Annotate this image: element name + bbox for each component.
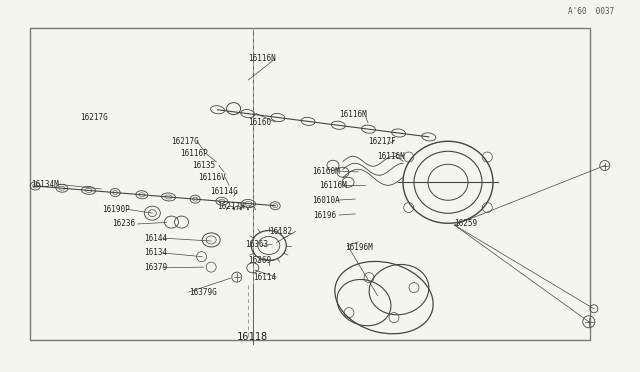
Text: 16114G: 16114G (210, 187, 237, 196)
Text: 16217G: 16217G (172, 137, 199, 146)
Text: 16259: 16259 (454, 219, 477, 228)
Text: 16236: 16236 (112, 219, 135, 228)
Text: 16116V: 16116V (198, 173, 226, 182)
Text: 16116M: 16116M (339, 110, 367, 119)
Text: A'60  0037: A'60 0037 (568, 7, 614, 16)
Text: 16114: 16114 (253, 273, 276, 282)
Text: 16118: 16118 (237, 332, 268, 342)
Text: 16135: 16135 (192, 161, 215, 170)
Text: 16160: 16160 (248, 118, 271, 126)
Text: 16196: 16196 (314, 211, 337, 219)
Text: 16160M: 16160M (312, 167, 340, 176)
Text: 16116N: 16116N (248, 54, 276, 63)
Text: 16379G: 16379G (189, 288, 216, 296)
Text: 16010A: 16010A (312, 196, 340, 205)
Text: 16369: 16369 (248, 256, 271, 265)
Bar (30, 28, 590, 340)
Text: 16379: 16379 (144, 263, 167, 272)
Text: 16217H: 16217H (218, 202, 245, 211)
Text: 16116N: 16116N (378, 152, 405, 161)
Text: 16144: 16144 (144, 234, 167, 243)
Text: 16116P: 16116P (180, 149, 208, 158)
Text: 16363: 16363 (245, 240, 268, 249)
Text: 16134: 16134 (144, 248, 167, 257)
Text: 16217G: 16217G (80, 113, 108, 122)
Text: 16196M: 16196M (346, 243, 373, 252)
Text: 16217F: 16217F (368, 137, 396, 146)
Text: 16116M: 16116M (319, 181, 346, 190)
Text: 16182: 16182 (269, 227, 292, 236)
Text: 16190P: 16190P (102, 205, 130, 214)
Text: 16134M: 16134M (31, 180, 58, 189)
